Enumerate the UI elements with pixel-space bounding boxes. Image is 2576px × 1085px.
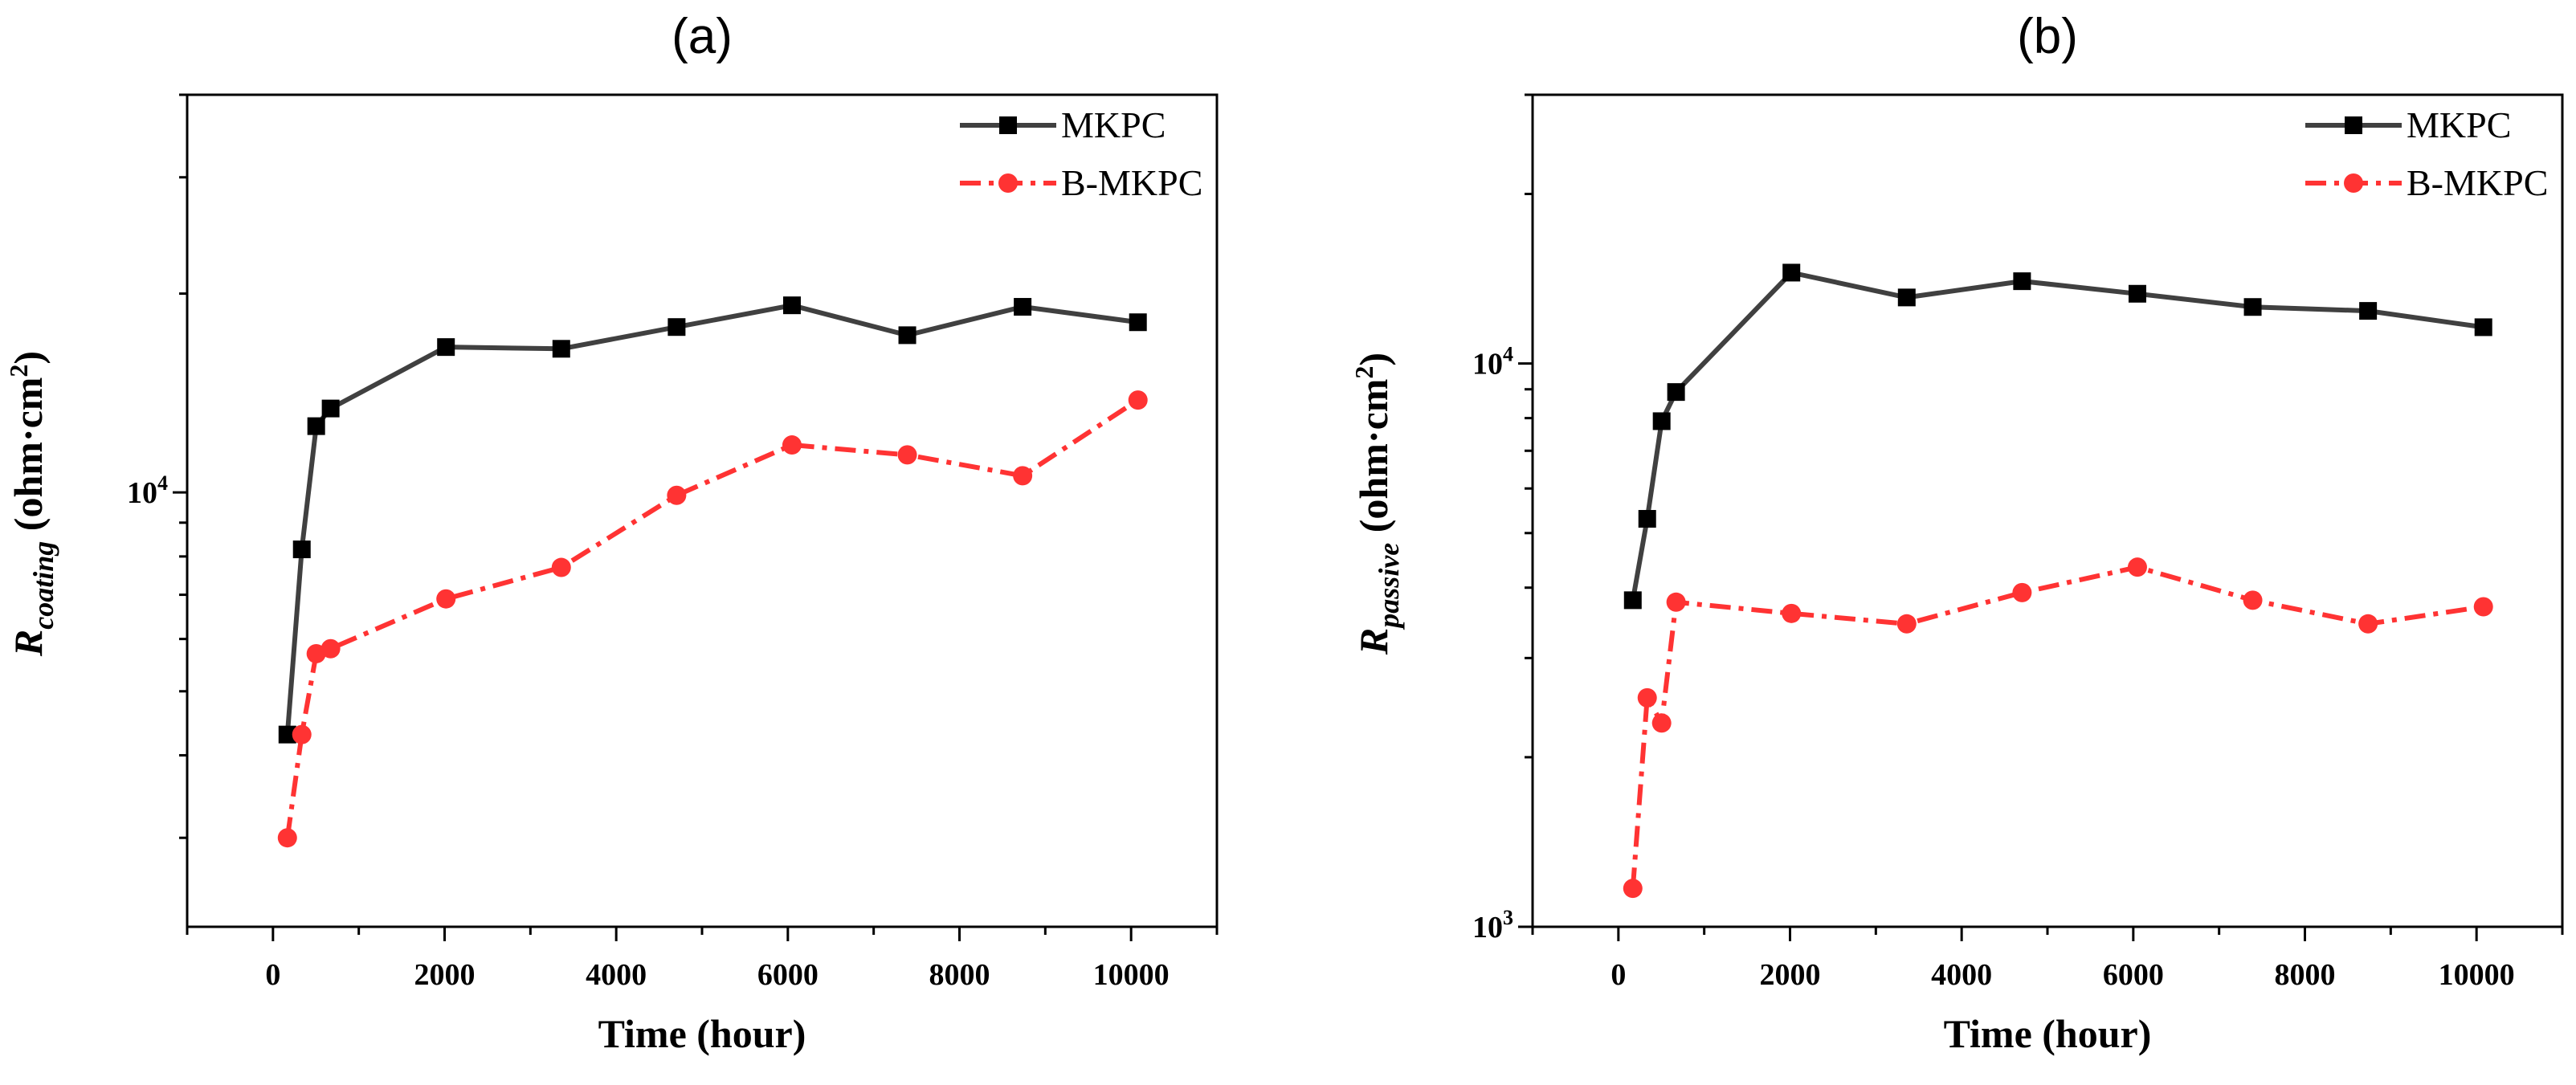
x-tick-label: 8000 <box>2275 958 2336 992</box>
y-axis-title-superscript: 2 <box>4 365 33 377</box>
data-point-circle <box>2127 557 2147 577</box>
x-tick-label: 0 <box>1611 958 1626 992</box>
data-point-square <box>1652 412 1671 430</box>
y-axis-title-subscript: coating <box>27 541 59 630</box>
x-tick-label: 10000 <box>1093 958 1170 992</box>
y-axis-title-superscript: 2 <box>1349 366 1378 379</box>
legend-marker-circle <box>998 173 1018 193</box>
plot-frame <box>186 93 1219 928</box>
x-tick-label: 10000 <box>2439 958 2515 992</box>
data-point-circle <box>782 435 802 455</box>
data-point-circle <box>1623 879 1643 899</box>
y-axis-title-unit: (ohm·cm <box>6 377 51 541</box>
y-axis-title-symbol: R <box>6 630 51 657</box>
data-point-square <box>1129 313 1147 332</box>
data-point-square <box>552 340 570 358</box>
y-axis-title: Rcoating (ohm·cm2) <box>4 351 59 657</box>
data-point-square <box>1623 591 1642 610</box>
data-point-square <box>437 338 455 357</box>
data-point-square <box>2243 298 2262 316</box>
data-point-square <box>1667 383 1685 402</box>
y-axis-title: Rpassive (ohm·cm2) <box>1349 353 1405 655</box>
y-tick-label-exponent: 3 <box>1503 906 1513 929</box>
data-point-square <box>2128 284 2146 303</box>
data-point-circle <box>320 638 341 659</box>
panel-title: (b) <box>2017 9 2078 64</box>
data-point-circle <box>292 724 312 744</box>
legend-label-1: MKPC <box>1061 104 1166 145</box>
data-point-square <box>1014 298 1032 316</box>
legend-label-1: MKPC <box>2407 104 2511 145</box>
y-tick-label-exponent: 4 <box>1503 343 1513 366</box>
y-tick-label-base: 10 <box>1472 911 1503 944</box>
legend-marker-circle <box>2344 173 2363 193</box>
y-tick-label-base: 10 <box>127 476 157 510</box>
x-tick-label: 6000 <box>2103 958 2164 992</box>
legend-label-2: B-MKPC <box>2407 162 2548 203</box>
data-point-square <box>1782 263 1801 282</box>
data-point-square <box>2359 302 2378 320</box>
data-point-circle <box>1128 390 1148 410</box>
legend-marker-square <box>999 116 1017 134</box>
x-tick-label: 4000 <box>1931 958 1992 992</box>
data-point-circle <box>2473 597 2493 617</box>
y-tick-label: 104 <box>1472 343 1513 381</box>
data-point-circle <box>1637 687 1657 708</box>
data-point-circle <box>2243 590 2263 610</box>
legend-marker-square <box>2345 116 2362 134</box>
data-point-square <box>278 725 296 744</box>
data-point-square <box>321 399 340 418</box>
x-tick-label: 6000 <box>757 958 819 992</box>
y-axis-title-unit: (ohm·cm <box>1351 379 1396 543</box>
y-tick-label-exponent: 4 <box>157 471 168 495</box>
data-point-square <box>667 318 686 337</box>
plot-frame <box>1531 93 2564 928</box>
data-point-circle <box>1651 713 1672 733</box>
data-point-square <box>1897 288 1916 307</box>
data-point-square <box>2013 272 2031 291</box>
data-point-square <box>1638 510 1656 528</box>
data-point-circle <box>2012 582 2032 602</box>
x-tick-label: 8000 <box>929 958 990 992</box>
y-axis-title-subscript: passive <box>1373 543 1405 630</box>
y-tick-label: 104 <box>127 471 168 510</box>
y-axis-title-close: ) <box>1351 353 1396 366</box>
data-point-circle <box>667 485 687 505</box>
legend-label-2: B-MKPC <box>1061 162 1202 203</box>
data-point-circle <box>551 557 571 577</box>
x-axis-title: Time (hour) <box>1944 1011 2152 1056</box>
chart-panel-1: 0 2000 4000 6000 8000 10000 104 (a) Time (hour) R… <box>4 9 1219 1056</box>
data-point-square <box>307 417 325 435</box>
data-point-circle <box>1013 466 1033 486</box>
data-point-circle <box>1896 614 1917 634</box>
data-point-circle <box>897 445 917 465</box>
x-tick-label: 2000 <box>1760 958 1821 992</box>
y-axis-title-close: ) <box>6 351 51 365</box>
data-point-circle <box>1782 603 1802 623</box>
data-point-square <box>292 540 311 559</box>
series-line-1 <box>1630 270 2484 601</box>
data-point-square <box>898 326 917 345</box>
data-point-circle <box>277 828 297 848</box>
x-axis-title: Time (hour) <box>598 1011 806 1056</box>
y-tick-label-base: 10 <box>1472 348 1503 381</box>
series-line-2 <box>1630 565 2484 889</box>
data-point-circle <box>1666 592 1686 612</box>
x-tick-label: 4000 <box>586 958 647 992</box>
series-line-2 <box>284 398 1140 838</box>
x-tick-label: 2000 <box>414 958 476 992</box>
y-axis-title-symbol: R <box>1351 628 1396 655</box>
panel-title: (a) <box>672 9 733 64</box>
data-point-square <box>2474 318 2492 337</box>
x-tick-label: 0 <box>265 958 280 992</box>
data-point-circle <box>2358 614 2378 634</box>
y-tick-label: 103 <box>1472 906 1513 944</box>
data-point-square <box>782 296 801 315</box>
series-line-1 <box>284 303 1139 735</box>
data-point-circle <box>436 589 456 609</box>
